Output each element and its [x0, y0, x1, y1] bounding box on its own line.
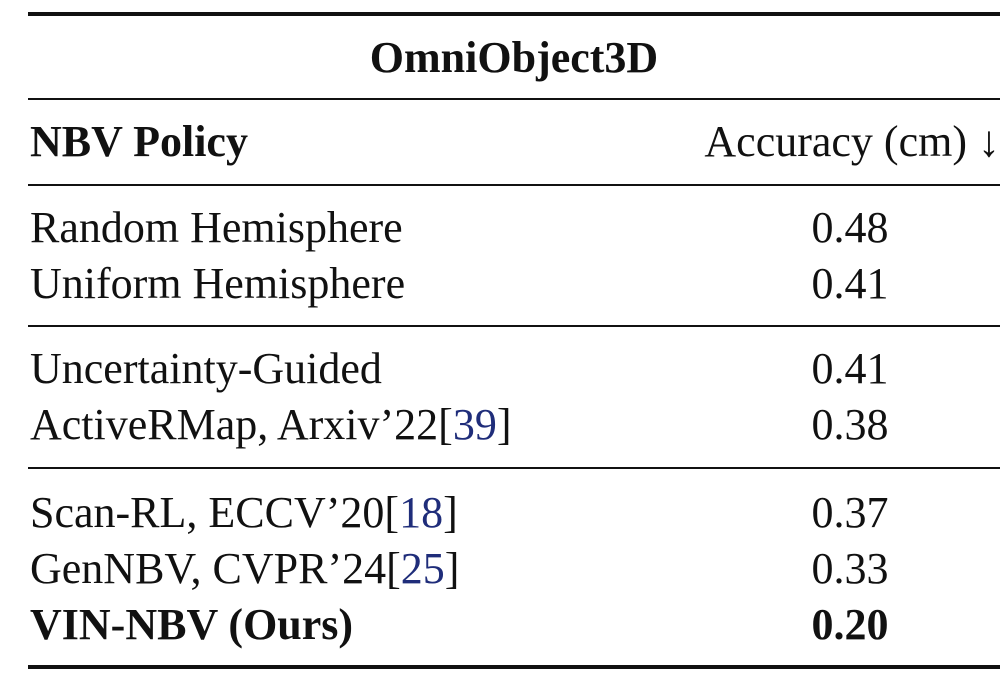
bottom-rule — [28, 665, 1000, 669]
accuracy-value: 0.41 — [811, 259, 889, 308]
group-rule — [28, 325, 1000, 327]
table-row: Random Hemisphere 0.48 — [30, 200, 1000, 256]
group-rule — [28, 467, 1000, 469]
header-policy: NBV Policy — [30, 117, 248, 166]
policy-name: ActiveRMap, Arxiv’22[39] — [30, 400, 512, 449]
policy-name: Scan-RL, ECCV’20[18] — [30, 488, 458, 537]
citation-link[interactable]: 39 — [452, 400, 497, 449]
header-row: NBV Policy Accuracy (cm) ↓ — [30, 114, 1000, 170]
policy-name: GenNBV, CVPR’24[25] — [30, 544, 460, 593]
table-title: OmniObject3D — [369, 33, 659, 82]
policy-name: VIN-NBV (Ours) — [30, 600, 354, 649]
table-row: ActiveRMap, Arxiv’22[39] 0.38 — [30, 397, 1000, 453]
accuracy-value: 0.48 — [811, 203, 889, 252]
accuracy-value: 0.33 — [811, 544, 889, 593]
citation-link[interactable]: 25 — [400, 544, 445, 593]
policy-name: Uncertainty-Guided — [30, 344, 382, 393]
table-row-ours: VIN-NBV (Ours) 0.20 — [30, 597, 1000, 653]
header-rule — [28, 184, 1000, 186]
accuracy-value: 0.20 — [811, 600, 889, 649]
accuracy-value: 0.38 — [811, 400, 889, 449]
table-row: Scan-RL, ECCV’20[18] 0.37 — [30, 485, 1000, 541]
policy-name: Uniform Hemisphere — [30, 259, 406, 308]
citation-link[interactable]: 18 — [399, 488, 444, 537]
table-row: GenNBV, CVPR’24[25] 0.33 — [30, 541, 1000, 597]
table-row: Uniform Hemisphere 0.41 — [30, 256, 1000, 312]
table-row: Uncertainty-Guided 0.41 — [30, 341, 1000, 397]
header-accuracy: Accuracy (cm) ↓ — [704, 117, 1000, 166]
accuracy-value: 0.37 — [811, 488, 889, 537]
title-rule — [28, 98, 1000, 100]
top-rule — [28, 12, 1000, 16]
accuracy-value: 0.41 — [811, 344, 889, 393]
policy-name: Random Hemisphere — [30, 203, 403, 252]
